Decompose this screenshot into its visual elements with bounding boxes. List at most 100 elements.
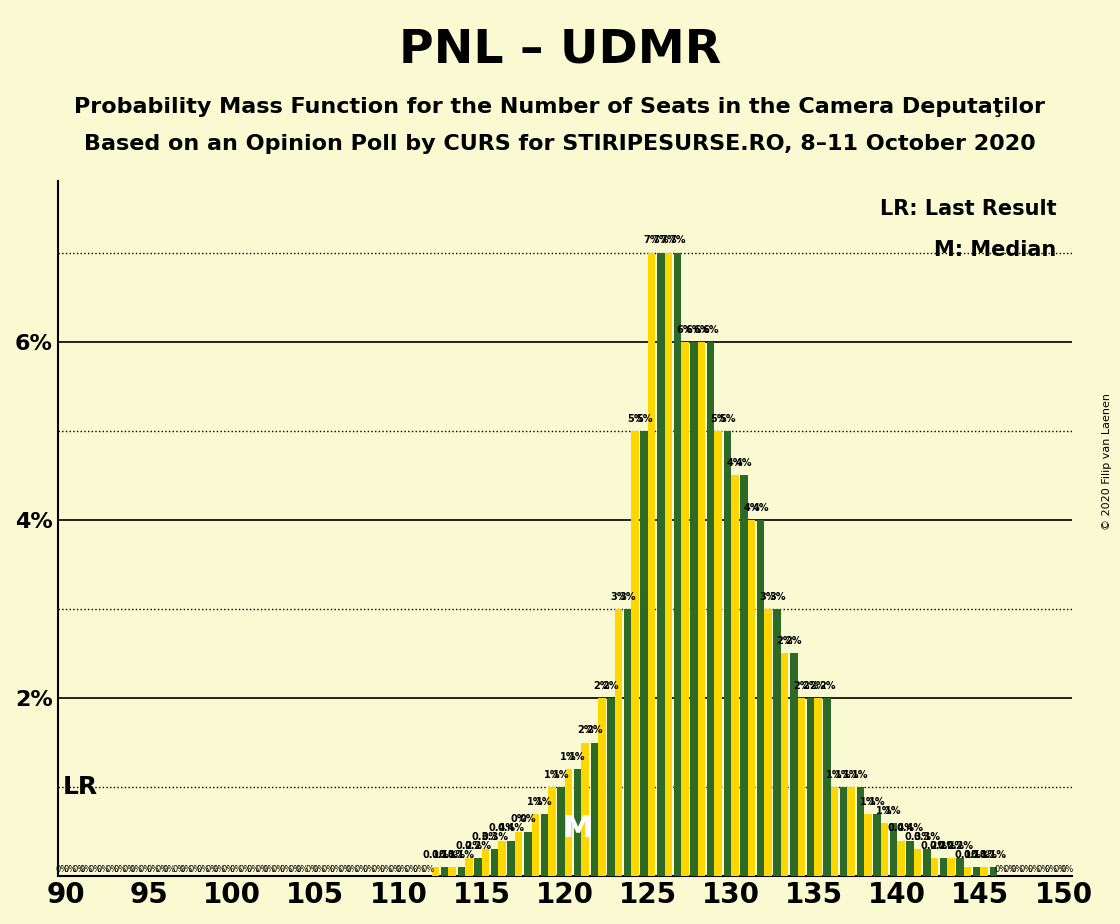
Text: 0%: 0% (263, 865, 276, 874)
Bar (441, 868, 448, 876)
Bar (889, 822, 897, 876)
Text: 0%: 0% (88, 865, 102, 874)
Text: 0%: 0% (389, 865, 401, 874)
Text: 0%: 0% (329, 865, 343, 874)
Bar (797, 698, 805, 876)
Text: 0%: 0% (312, 865, 326, 874)
Text: 0%: 0% (230, 865, 243, 874)
Text: 0.1%: 0.1% (422, 850, 449, 860)
Text: 0%: 0% (246, 865, 260, 874)
Text: 0.2%: 0.2% (937, 841, 964, 851)
Bar (432, 868, 439, 876)
Bar (948, 858, 954, 876)
Bar (458, 868, 465, 876)
Bar (474, 858, 482, 876)
Text: 0%: 0% (321, 865, 335, 874)
Text: 0%: 0% (205, 865, 218, 874)
Text: 1%: 1% (852, 770, 868, 780)
Text: 0%: 0% (105, 865, 119, 874)
Text: 0%: 0% (421, 865, 435, 874)
Bar (956, 858, 964, 876)
Bar (681, 342, 689, 876)
Text: 0%: 0% (56, 865, 69, 874)
Text: 0.2%: 0.2% (930, 841, 956, 851)
Bar (757, 520, 764, 876)
Text: 0.4%: 0.4% (488, 823, 515, 833)
Text: 2%: 2% (586, 725, 603, 736)
Text: 0%: 0% (172, 865, 185, 874)
Bar (632, 431, 638, 876)
Bar (498, 841, 506, 876)
Bar (515, 832, 522, 876)
Text: 2%: 2% (594, 681, 610, 691)
Bar (897, 841, 905, 876)
Text: 0.1%: 0.1% (448, 850, 475, 860)
Bar (624, 609, 632, 876)
Text: 5%: 5% (710, 414, 727, 423)
Text: 0%: 0% (395, 865, 409, 874)
Bar (598, 698, 606, 876)
Text: 3%: 3% (759, 591, 776, 602)
Text: 1%: 1% (536, 796, 552, 807)
Text: 1%: 1% (885, 806, 902, 816)
Text: 0.3%: 0.3% (482, 833, 508, 843)
Text: 6%: 6% (676, 324, 693, 334)
Text: 0.4%: 0.4% (497, 823, 524, 833)
Text: 0%: 0% (122, 865, 136, 874)
Text: 0.2%: 0.2% (465, 841, 492, 851)
Text: 0.1%: 0.1% (954, 850, 981, 860)
Text: 0.1%: 0.1% (439, 850, 466, 860)
Bar (715, 431, 722, 876)
Bar (664, 252, 672, 876)
Text: 0%: 0% (162, 865, 176, 874)
Bar (814, 698, 822, 876)
Text: 0%: 0% (96, 865, 110, 874)
Bar (564, 770, 572, 876)
Text: 1%: 1% (859, 796, 876, 807)
Bar (724, 431, 731, 876)
Text: 0%: 0% (296, 865, 309, 874)
Bar (698, 342, 706, 876)
Bar (558, 787, 564, 876)
Bar (964, 868, 971, 876)
Text: 3%: 3% (619, 591, 636, 602)
Text: 0.4%: 0.4% (887, 823, 915, 833)
Text: 0%: 0% (289, 865, 301, 874)
Text: 1%: 1% (836, 770, 852, 780)
Text: 0%: 0% (239, 865, 252, 874)
Text: 1%: 1% (827, 770, 842, 780)
Bar (491, 849, 498, 876)
Text: 5%: 5% (636, 414, 653, 423)
Bar (707, 342, 715, 876)
Bar (874, 814, 880, 876)
Bar (731, 475, 738, 876)
Bar (524, 832, 532, 876)
Text: 2%: 2% (785, 637, 802, 646)
Text: 0%: 0% (222, 865, 235, 874)
Text: 0%: 0% (279, 865, 292, 874)
Bar (507, 841, 515, 876)
Text: 2%: 2% (577, 725, 594, 736)
Text: 0%: 0% (346, 865, 360, 874)
Text: 0%: 0% (73, 865, 85, 874)
Bar (774, 609, 781, 876)
Bar (448, 868, 456, 876)
Text: 2%: 2% (793, 681, 810, 691)
Text: 0%: 0% (130, 865, 143, 874)
Text: 1%: 1% (528, 796, 543, 807)
Text: 0.1%: 0.1% (963, 850, 990, 860)
Text: M: Median: M: Median (934, 240, 1056, 261)
Text: 1%: 1% (553, 770, 569, 780)
Bar (906, 841, 914, 876)
Text: Based on an Opinion Poll by CURS for STIRIPESURSE.RO, 8–11 October 2020: Based on an Opinion Poll by CURS for STI… (84, 134, 1036, 154)
Text: 0%: 0% (1027, 865, 1040, 874)
Bar (864, 814, 871, 876)
Text: 6%: 6% (702, 324, 719, 334)
Text: 0%: 0% (147, 865, 159, 874)
Bar (465, 858, 473, 876)
Bar (615, 609, 622, 876)
Text: 1%: 1% (543, 770, 560, 780)
Text: 0%: 0% (1036, 865, 1049, 874)
Text: 0%: 0% (338, 865, 352, 874)
Bar (923, 849, 931, 876)
